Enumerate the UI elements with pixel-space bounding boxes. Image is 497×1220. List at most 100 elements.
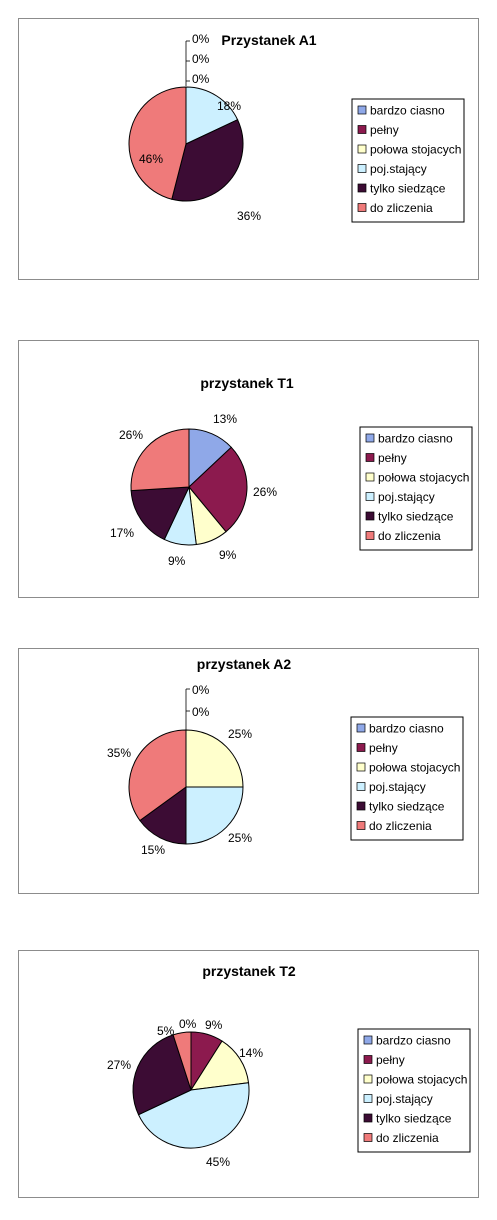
legend-entry-3: połowa stojacych	[369, 761, 460, 775]
legend-entry-5: tylko siedzące	[369, 800, 445, 814]
pie-slice-3	[190, 1040, 250, 1091]
legend-swatch-2	[356, 743, 366, 752]
data-label-5: 36%	[237, 209, 261, 223]
legend-entry-6: do zliczenia	[369, 819, 432, 833]
data-label-2: 9%	[205, 1018, 223, 1032]
legend-swatch-3	[365, 472, 375, 482]
data-label-5: 17%	[110, 526, 134, 540]
pie-chart-a2: przystanek A2 0% 0% 25% 25% 15% 35% bardzo cias…	[107, 656, 464, 857]
legend-swatch-6	[357, 203, 367, 212]
data-label-1: 0%	[192, 683, 210, 697]
legend-swatch-6	[363, 1133, 373, 1142]
legend-entry-3: połowa stojacych	[378, 471, 469, 485]
legend-entry-1: bardzo ciasno	[369, 722, 444, 736]
chart-panel-a2: przystanek A2 0% 0% 25% 25% 15% 35% bardzo cias…	[18, 648, 479, 894]
legend-entry-5: tylko siedzące	[376, 1112, 452, 1126]
legend-swatch-4	[356, 782, 366, 791]
legend-entry-6: do zliczenia	[370, 201, 433, 215]
legend-swatch-1	[356, 723, 366, 733]
chart-title: przystanek T1	[200, 375, 294, 391]
pie-slice-5	[139, 786, 187, 845]
chart-title: przystanek T2	[202, 963, 296, 979]
data-label-1: 0%	[192, 32, 210, 46]
legend-swatch-6	[356, 821, 366, 830]
legend-box	[350, 716, 464, 841]
legend-box	[359, 426, 473, 551]
legend-swatch-5	[357, 183, 367, 193]
data-label-3: 0%	[192, 72, 210, 86]
data-label-2: 0%	[192, 705, 210, 719]
data-label-4: 9%	[168, 554, 186, 568]
pie-slice-6	[130, 428, 190, 492]
legend-swatch-3	[357, 144, 367, 154]
legend-entry-1: bardzo ciasno	[376, 1034, 451, 1048]
pie-slice-6	[128, 729, 187, 822]
data-label-3: 9%	[219, 548, 237, 562]
legend-entry-4: poj.stający	[370, 162, 427, 176]
legend-entry-4: poj.stający	[378, 490, 435, 504]
data-label-5: 27%	[107, 1058, 131, 1072]
legend-swatch-5	[356, 801, 366, 811]
data-label-6: 35%	[107, 746, 131, 760]
legend-entry-3: połowa stojacych	[376, 1073, 467, 1087]
data-label-2: 0%	[192, 52, 210, 66]
data-label-4: 25%	[228, 831, 252, 845]
data-label-6: 46%	[139, 152, 163, 166]
legend-entry-4: poj.stający	[369, 780, 426, 794]
chart-panel-a1: Przystanek A1 0% 0% 0% 18% 36% 46% bardzo ciasn…	[18, 18, 479, 280]
pie-slice-4	[185, 786, 244, 845]
legend-entry-2: pełny	[369, 741, 398, 755]
legend-box	[357, 1028, 471, 1153]
pie-slice-6	[172, 1031, 192, 1091]
pie-slice-5	[132, 1034, 192, 1116]
legend-swatch-1	[357, 105, 367, 115]
legend-swatch-4	[365, 492, 375, 501]
data-label-4: 18%	[217, 99, 241, 113]
legend-entry-2: pełny	[376, 1053, 405, 1067]
legend-entry-4: poj.stający	[376, 1092, 433, 1106]
legend-entry-1: bardzo ciasno	[378, 432, 453, 446]
legend-entry-6: do zliczenia	[378, 529, 441, 543]
data-label-1: 0%	[179, 1017, 197, 1031]
legend-entry-2: pełny	[378, 451, 407, 465]
data-label-4: 45%	[206, 1155, 230, 1169]
data-label-5: 15%	[141, 843, 165, 857]
legend-swatch-5	[365, 511, 375, 521]
legend-swatch-1	[365, 433, 375, 443]
legend-entry-6: do zliczenia	[376, 1131, 439, 1145]
legend-entry-5: tylko siedzące	[370, 182, 446, 196]
pie-slice-5	[171, 119, 244, 202]
legend-box	[351, 98, 465, 223]
data-label-3: 25%	[228, 727, 252, 741]
pie-slice-5	[130, 486, 190, 541]
legend-entry-5: tylko siedzące	[378, 510, 454, 524]
pie-slice-3	[185, 729, 244, 788]
pie-slice-2	[188, 446, 248, 533]
legend-swatch-4	[357, 164, 367, 173]
data-label-6: 5%	[157, 1024, 175, 1038]
pie-chart-t2: przystanek T2 0% 9% 14% 45% 27% 5% bardzo ciasn…	[107, 963, 471, 1169]
legend-entry-2: pełny	[370, 123, 399, 137]
chart-panel-t1: przystanek T1 13% 26% 9% 9% 17% 26% bardzo cias…	[18, 340, 479, 598]
pie-slice-6	[128, 86, 187, 200]
legend-swatch-3	[356, 762, 366, 772]
legend-swatch-5	[363, 1113, 373, 1123]
legend-swatch-2	[363, 1055, 373, 1064]
legend-entry-3: połowa stojacych	[370, 143, 461, 157]
chart-panel-t2: przystanek T2 0% 9% 14% 45% 27% 5% bardzo ciasn…	[18, 950, 479, 1198]
legend-swatch-6	[365, 531, 375, 540]
legend-swatch-3	[363, 1074, 373, 1084]
pie-chart-t1: przystanek T1 13% 26% 9% 9% 17% 26% bardzo cias…	[110, 375, 473, 568]
pie-slice-4	[185, 86, 239, 145]
data-label-1: 13%	[213, 412, 237, 426]
chart-title: Przystanek A1	[221, 32, 316, 48]
legend-entry-1: bardzo ciasno	[370, 104, 445, 118]
chart-title: przystanek A2	[197, 656, 292, 672]
legend-swatch-4	[363, 1094, 373, 1103]
pie-chart-a1: Przystanek A1 0% 0% 0% 18% 36% 46% bardzo ciasn…	[128, 32, 465, 223]
pie-slice-4	[137, 1082, 250, 1149]
data-label-2: 26%	[253, 485, 277, 499]
legend-swatch-1	[363, 1035, 373, 1045]
legend-swatch-2	[357, 125, 367, 134]
data-label-6: 26%	[119, 428, 143, 442]
